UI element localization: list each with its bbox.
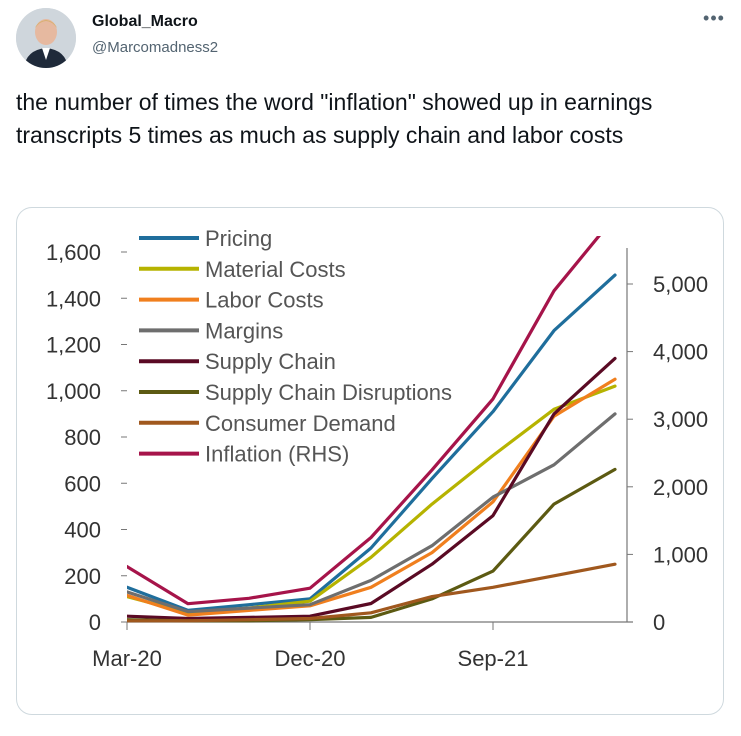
x-tick-label: Dec-20 bbox=[275, 646, 346, 671]
author-handle[interactable]: @Marcomadness2 bbox=[92, 39, 219, 56]
legend-label: Consumer Demand bbox=[205, 411, 396, 436]
left-y-tick-label: 1,000 bbox=[46, 379, 101, 404]
x-tick-label: Sep-21 bbox=[458, 646, 529, 671]
legend-label: Supply Chain Disruptions bbox=[205, 380, 452, 405]
left-y-tick-label: 600 bbox=[64, 471, 101, 496]
series-line-7 bbox=[127, 236, 601, 606]
avatar-image bbox=[16, 8, 76, 68]
left-y-tick-label: 400 bbox=[64, 518, 101, 543]
author-name[interactable]: Global_Macro bbox=[92, 13, 198, 30]
left-y-tick-label: 800 bbox=[64, 425, 101, 450]
right-y-tick-label: 2,000 bbox=[653, 475, 708, 500]
legend-label: Inflation (RHS) bbox=[205, 442, 349, 467]
right-y-tick-label: 4,000 bbox=[653, 340, 708, 365]
series-line-6 bbox=[127, 562, 617, 623]
right-y-tick-label: 1,000 bbox=[653, 542, 708, 567]
left-y-tick-label: 1,200 bbox=[46, 333, 101, 358]
series-line-5 bbox=[127, 467, 617, 623]
legend-label: Supply Chain bbox=[205, 349, 336, 374]
legend-label: Labor Costs bbox=[205, 288, 324, 313]
legend-label: Pricing bbox=[205, 226, 272, 251]
series-line-0 bbox=[127, 273, 617, 612]
left-y-tick-label: 0 bbox=[89, 610, 101, 635]
legend-label: Material Costs bbox=[205, 257, 346, 282]
left-y-tick-label: 1,600 bbox=[46, 240, 101, 265]
right-y-tick-label: 5,000 bbox=[653, 272, 708, 297]
right-y-tick-label: 3,000 bbox=[653, 407, 708, 432]
series-line-4 bbox=[127, 356, 617, 621]
line-chart: 0 200 400 600 800 1,000 1,200 1,400 1,600 0 1,000 2… bbox=[46, 226, 708, 671]
right-y-tick-label: 0 bbox=[653, 610, 665, 635]
series-line-3 bbox=[127, 412, 617, 614]
left-y-tick-label: 1,400 bbox=[46, 286, 101, 311]
chart-card[interactable]: 0 200 400 600 800 1,000 1,200 1,400 1,600 0 1,000 2… bbox=[16, 207, 724, 715]
legend-label: Margins bbox=[205, 318, 283, 343]
tweet-text: the number of times the word "inflation"… bbox=[16, 89, 653, 148]
avatar[interactable] bbox=[16, 8, 76, 68]
left-y-tick-label: 200 bbox=[64, 564, 101, 589]
more-horizontal-icon[interactable]: ••• bbox=[703, 8, 725, 28]
x-tick-label: Mar-20 bbox=[92, 646, 162, 671]
